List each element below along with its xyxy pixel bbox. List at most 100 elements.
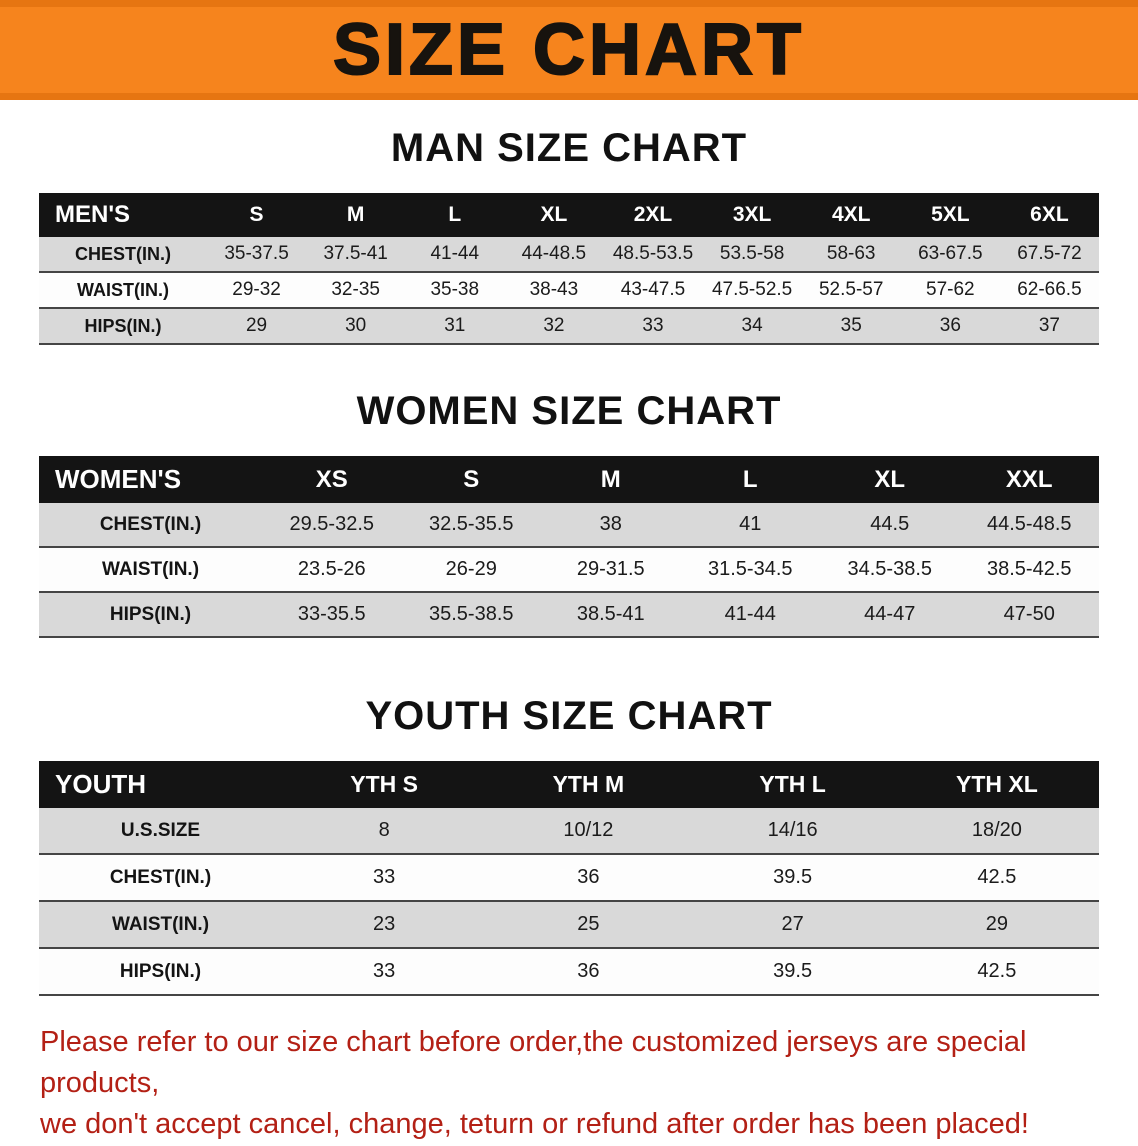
value-cell: 35-37.5 (224, 243, 289, 264)
value-cell: 26-29 (445, 558, 497, 580)
value-cell: 33 (373, 960, 396, 982)
size-header-cell: S (401, 456, 541, 503)
row-label-cell: WAIST(IN.) (77, 279, 169, 300)
size-header-cell: 5XL (900, 193, 1000, 237)
value-cell: 23 (373, 913, 396, 935)
value-cell: 37 (1038, 315, 1060, 336)
value-cell: 36 (939, 315, 961, 336)
value-cell: 53.5-58 (719, 243, 785, 264)
size-header-cell: 4XL (801, 193, 901, 237)
table-row: CHEST(IN.) 35-37.5 37.5-41 41-44 44-48.5 48.5… (39, 237, 1099, 272)
value-cell: 67.5-72 (1017, 243, 1082, 264)
value-cell: 42.5 (977, 960, 1017, 982)
size-header-cell: XL (820, 456, 960, 503)
value-cell: 48.5-53.5 (612, 243, 694, 264)
size-header-cell: S (207, 193, 307, 237)
value-cell: 34 (741, 315, 763, 336)
value-cell: 47-50 (1003, 603, 1055, 625)
value-cell: 37.5-41 (323, 243, 388, 264)
table-header-row: MEN'S S M L XL 2XL 3XL 4XL 5XL 6XL (39, 193, 1099, 237)
size-header-cell: 6XL (999, 193, 1099, 237)
value-cell: 44-47 (864, 603, 916, 625)
value-cell: 52.5-57 (818, 279, 884, 300)
value-cell: 38 (599, 513, 622, 535)
size-header-cell: L (680, 456, 820, 503)
value-cell: 18/20 (971, 819, 1022, 841)
value-cell: 58-63 (826, 243, 876, 264)
table-row: HIPS(IN.) 29 30 31 32 33 34 35 36 37 (39, 308, 1099, 344)
table-header-row: WOMEN'S XS S M L XL XXL (39, 456, 1099, 503)
size-header-cell: YTH S (282, 761, 487, 808)
table-row: WAIST(IN.) 23 25 27 29 (39, 901, 1099, 948)
table-row: U.S.SIZE 8 10/12 14/16 18/20 (39, 808, 1099, 854)
value-cell: 43-47.5 (620, 279, 686, 300)
value-cell: 36 (577, 866, 600, 888)
man-size-table: MEN'S S M L XL 2XL 3XL 4XL 5XL 6XL CHEST(IN.) 35-37… (39, 193, 1099, 345)
value-cell: 63-67.5 (918, 243, 983, 264)
disclaimer-text: Please refer to our size chart before or… (40, 1022, 1120, 1146)
size-header-cell: XXL (959, 456, 1099, 503)
value-cell: 47.5-52.5 (711, 279, 793, 300)
value-cell: 35-38 (430, 279, 480, 300)
value-cell: 29 (985, 913, 1008, 935)
value-cell: 39.5 (773, 960, 813, 982)
size-header-cell: YTH XL (894, 761, 1099, 808)
value-cell: 42.5 (977, 866, 1017, 888)
disclaimer-line-2: we don't accept cancel, change, teturn o… (40, 1108, 1029, 1141)
table-row: CHEST(IN.) 29.5-32.5 32.5-35.5 38 41 44.5 44.5… (39, 503, 1099, 547)
value-cell: 29-32 (232, 279, 281, 300)
size-header-cell: XL (504, 193, 604, 237)
man-size-heading: MAN SIZE CHART (390, 126, 748, 170)
value-cell: 23.5-26 (297, 558, 366, 580)
value-cell: 44.5 (870, 513, 910, 535)
size-header-cell: 2XL (603, 193, 703, 237)
row-label-cell: CHEST(IN.) (109, 866, 212, 888)
row-label-cell: HIPS(IN.) (109, 603, 192, 625)
table-row: HIPS(IN.) 33 36 39.5 42.5 (39, 948, 1099, 995)
table-title-cell: YOUTH (39, 761, 282, 808)
women-size-table: WOMEN'S XS S M L XL XXL CHEST(IN.) 29.5-32.5 32.5… (39, 456, 1099, 638)
value-cell: 39.5 (773, 866, 813, 888)
row-label-cell: WAIST(IN.) (101, 558, 200, 580)
value-cell: 33 (373, 866, 396, 888)
row-label-cell: WAIST(IN.) (111, 913, 210, 935)
value-cell: 62-66.5 (1017, 279, 1082, 300)
youth-size-heading: YOUTH SIZE CHART (365, 694, 773, 738)
value-cell: 31.5-34.5 (707, 558, 793, 580)
size-header-cell: L (405, 193, 505, 237)
value-cell: 10/12 (563, 819, 614, 841)
size-header-cell: YTH L (690, 761, 895, 808)
size-header-cell: YTH M (486, 761, 691, 808)
size-header-cell: XS (262, 456, 402, 503)
row-label-cell: U.S.SIZE (120, 819, 201, 841)
value-cell: 33-35.5 (297, 603, 366, 625)
youth-size-table: YOUTH YTH S YTH M YTH L YTH XL U.S.SIZE 8 10/12… (39, 761, 1099, 996)
row-label-cell: HIPS(IN.) (84, 315, 162, 336)
value-cell: 30 (345, 315, 367, 336)
value-cell: 35.5-38.5 (428, 603, 514, 625)
size-header-cell: 3XL (702, 193, 802, 237)
women-size-heading: WOMEN SIZE CHART (356, 389, 782, 433)
banner-title: SIZE CHART (332, 9, 805, 91)
row-label-cell: CHEST(IN.) (75, 243, 171, 264)
value-cell: 38.5-41 (576, 603, 645, 625)
disclaimer-line-1: Please refer to our size chart before or… (40, 1026, 1027, 1100)
table-row: HIPS(IN.) 33-35.5 35.5-38.5 38.5-41 41-44 44-… (39, 592, 1099, 637)
value-cell: 31 (444, 315, 466, 336)
value-cell: 41 (739, 513, 762, 535)
table-title-cell: WOMEN'S (39, 456, 262, 503)
value-cell: 41-44 (724, 603, 776, 625)
value-cell: 38-43 (529, 279, 579, 300)
value-cell: 41-44 (430, 243, 480, 264)
row-label-cell: CHEST(IN.) (99, 513, 202, 535)
value-cell: 44.5-48.5 (986, 513, 1072, 535)
row-label-cell: HIPS(IN.) (119, 960, 202, 982)
value-cell: 33 (642, 315, 664, 336)
value-cell: 57-62 (926, 279, 975, 300)
value-cell: 8 (378, 819, 390, 841)
size-chart-banner: SIZE CHART (0, 0, 1138, 100)
value-cell: 34.5-38.5 (847, 558, 932, 580)
table-row: WAIST(IN.) 23.5-26 26-29 29-31.5 31.5-34.5 34… (39, 547, 1099, 592)
value-cell: 29 (245, 315, 268, 336)
value-cell: 36 (577, 960, 600, 982)
